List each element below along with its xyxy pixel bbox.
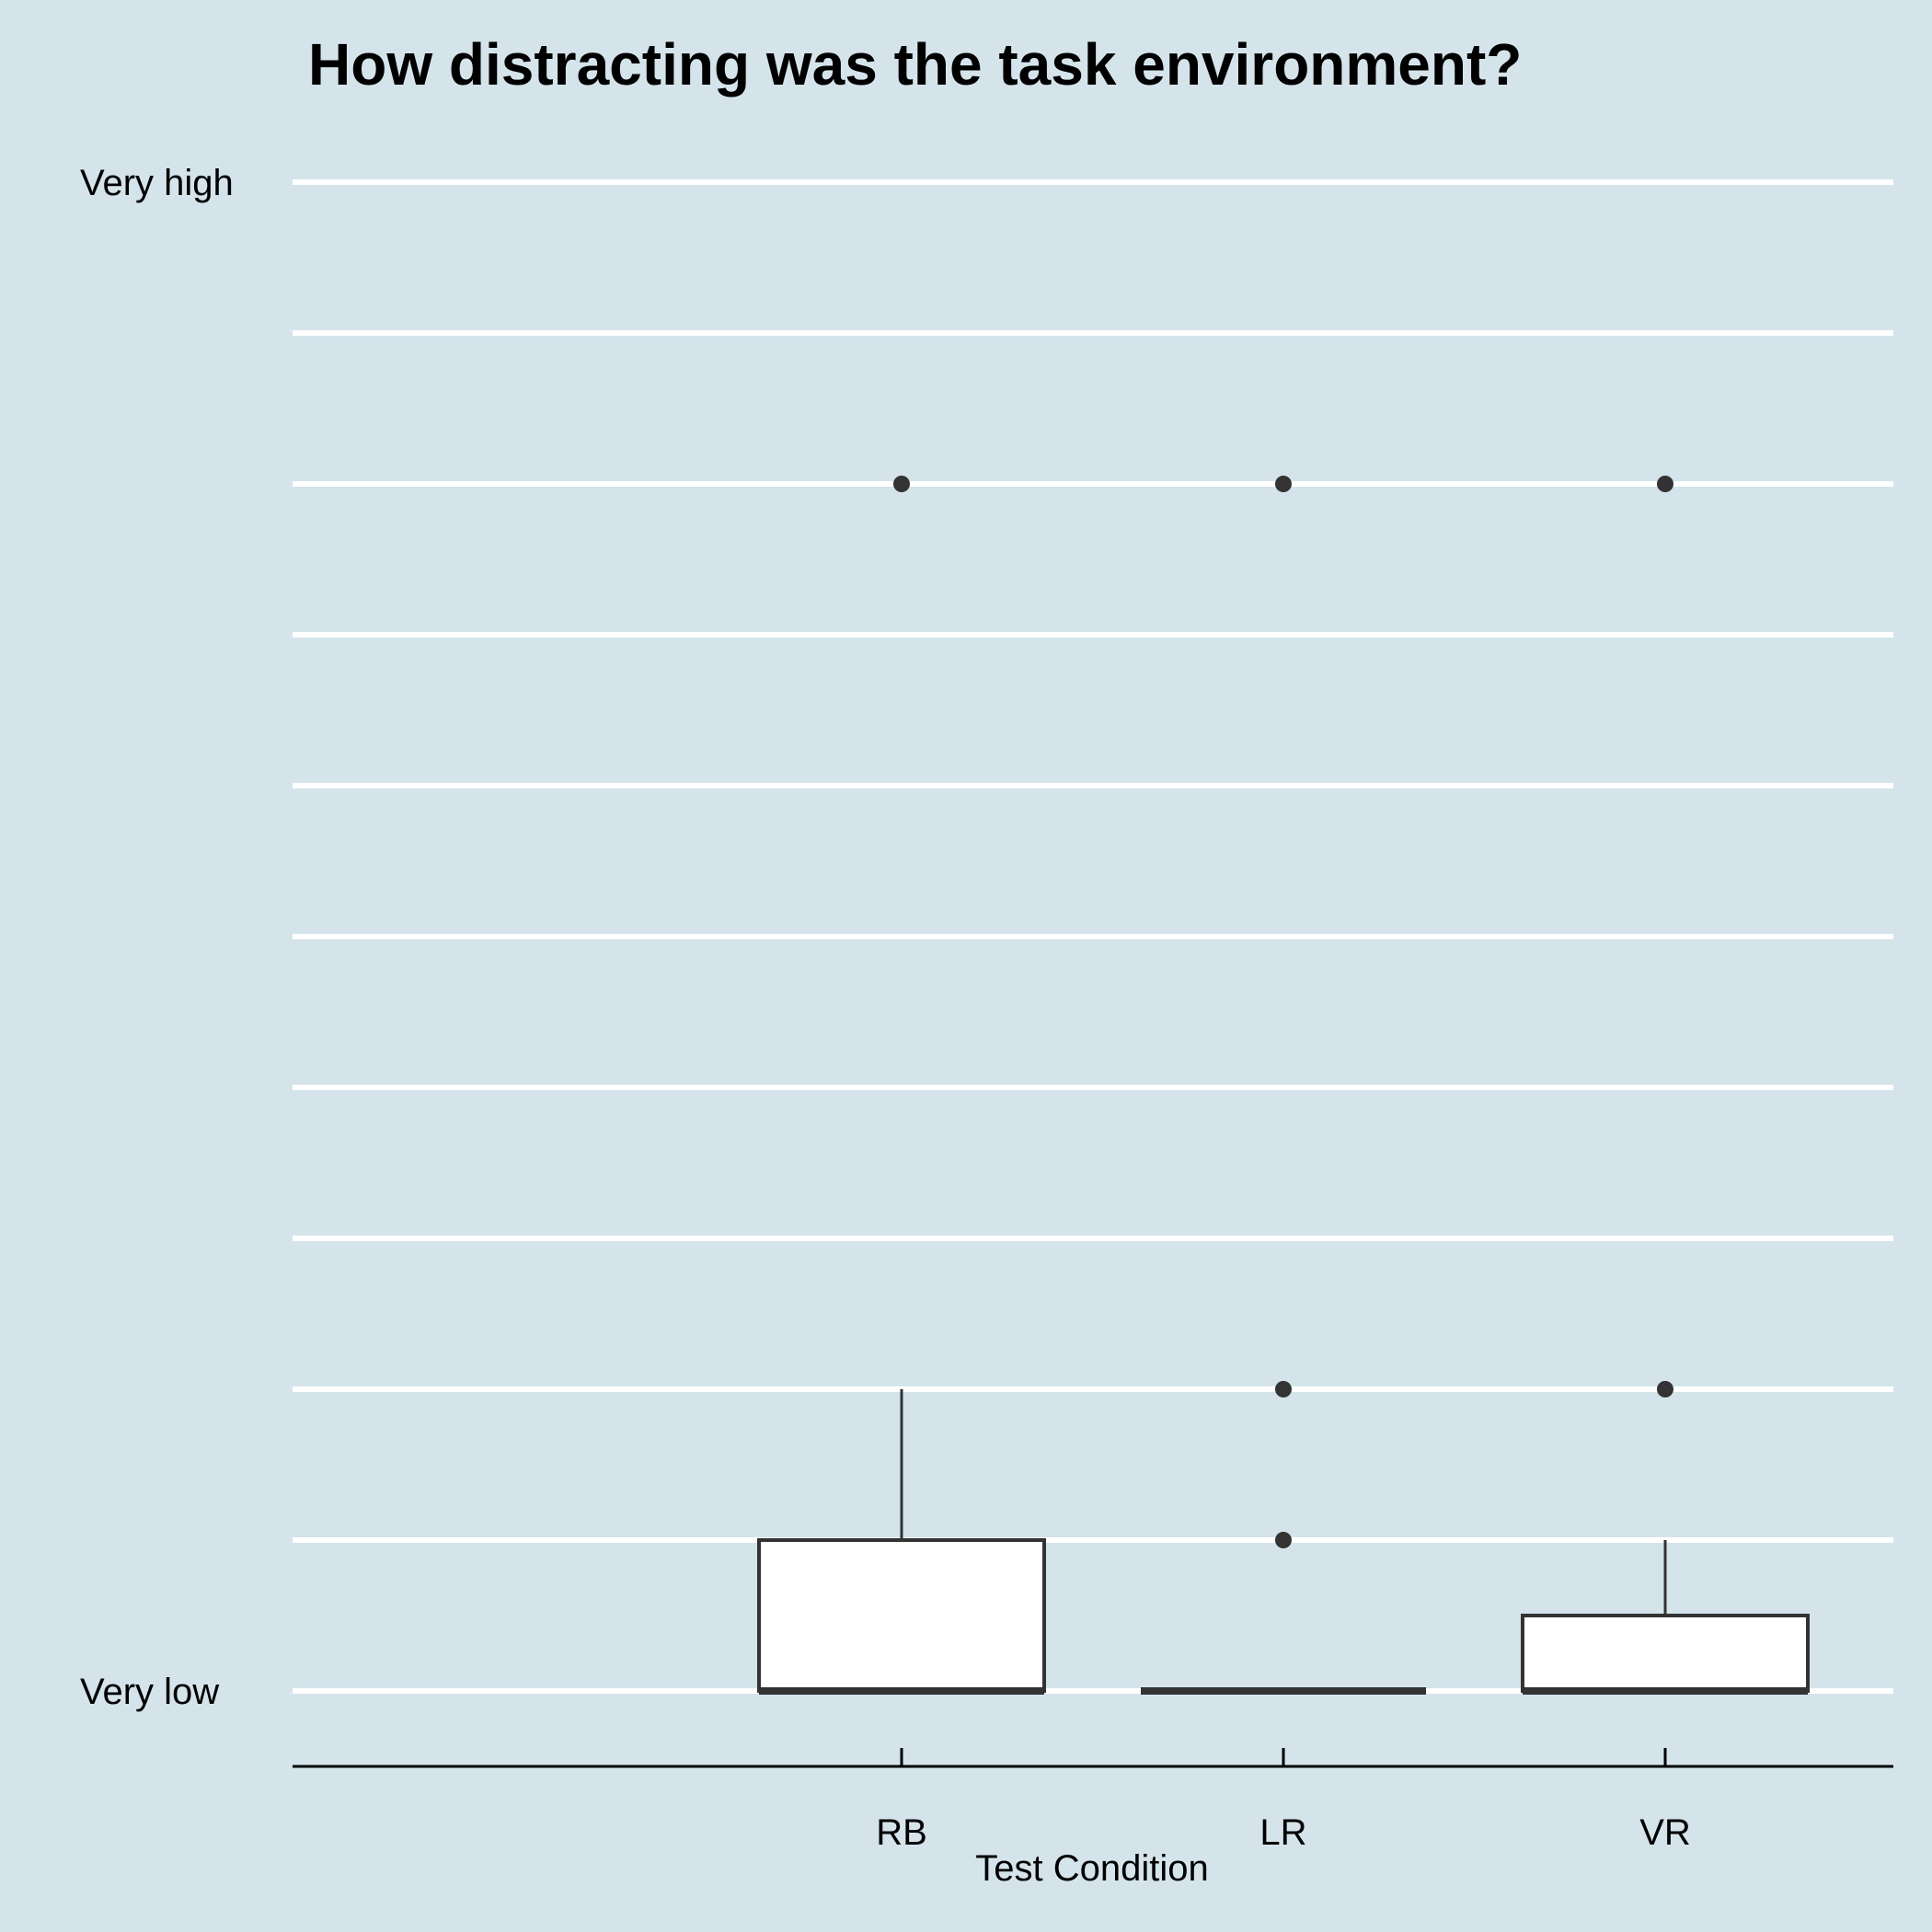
outlier-point (1275, 1381, 1292, 1397)
x-tick-label: VR (1639, 1812, 1691, 1853)
boxplot-vr (1521, 476, 1810, 1695)
box (1521, 1614, 1810, 1693)
gridlines (293, 179, 1893, 1694)
outlier-point (1657, 1381, 1673, 1397)
box (757, 1538, 1046, 1693)
y-tick-label: Very high (80, 163, 234, 203)
y-ticks: Very high Very low (80, 163, 234, 1712)
boxplots (757, 476, 1810, 1695)
chart-title: How distracting was the task environment… (308, 31, 1522, 98)
outlier-point (893, 476, 910, 492)
x-tick-label: LR (1259, 1812, 1306, 1853)
boxplot-lr (1141, 476, 1426, 1695)
x-axis-label: Test Condition (975, 1848, 1208, 1889)
outlier-point (1275, 476, 1292, 492)
x-tick-label: RB (876, 1812, 927, 1853)
y-tick-label: Very low (80, 1672, 219, 1712)
boxplot-rb (757, 476, 1046, 1695)
outlier-point (1657, 476, 1673, 492)
outlier-point (1275, 1532, 1292, 1548)
x-ticks: RB LR VR (876, 1748, 1691, 1853)
